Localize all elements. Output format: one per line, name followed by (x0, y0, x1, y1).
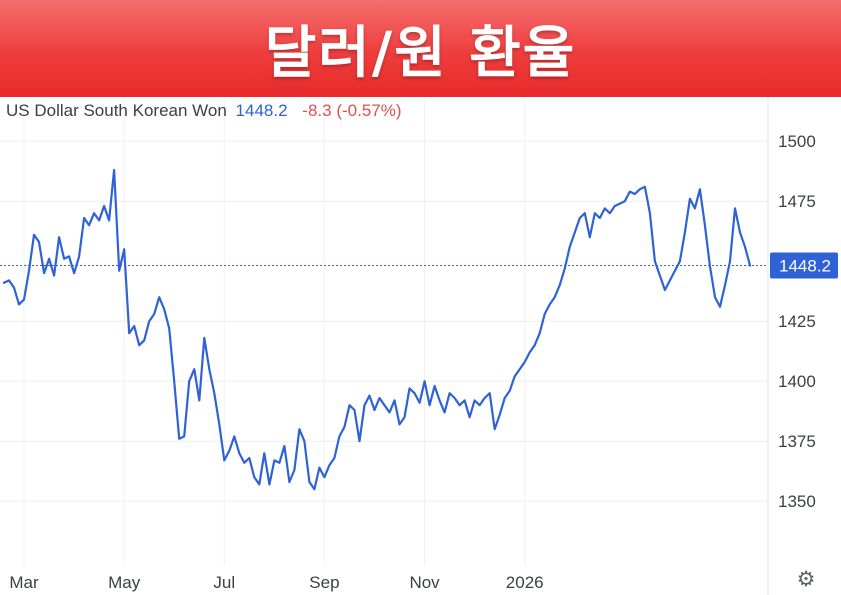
y-tick-label: 1500 (778, 132, 816, 151)
y-tick-label: 1375 (778, 432, 816, 451)
current-price-tag-label: 1448.2 (779, 257, 831, 276)
x-tick-label: May (108, 573, 141, 592)
price-change: -8.3 (-0.57%) (302, 101, 401, 120)
y-tick-label: 1350 (778, 492, 816, 511)
x-axis: Mar May Jul Sep Nov 2026 (9, 573, 543, 592)
current-price-tag-bg (770, 252, 838, 279)
x-tick-label: Nov (409, 573, 440, 592)
price-change-percent: (-0.57%) (336, 101, 402, 120)
instrument-name: US Dollar South Korean Won (6, 101, 227, 120)
x-tick-label: Jul (213, 573, 235, 592)
grid-lines (0, 100, 768, 566)
x-tick-label: 2026 (506, 573, 544, 592)
y-tick-label: 1425 (778, 312, 816, 331)
x-tick-label: Sep (309, 573, 339, 592)
title-banner: 달러/원 환율 (0, 0, 841, 97)
y-tick-label: 1400 (778, 372, 816, 391)
current-price-tag: 1448.2 (770, 252, 838, 279)
chart-header: US Dollar South Korean Won 1448.2 -8.3 (… (6, 101, 402, 121)
x-tick-label: Mar (9, 573, 39, 592)
current-price: 1448.2 (235, 101, 288, 120)
usd-krw-series-line (2, 168, 752, 491)
gear-icon[interactable]: ⚙ (796, 568, 816, 591)
y-axis: 1350 1375 1400 1425 1475 1500 (778, 132, 816, 511)
price-change-value: -8.3 (302, 101, 332, 120)
banner-title: 달러/원 환율 (264, 21, 577, 86)
y-tick-label: 1475 (778, 192, 816, 211)
